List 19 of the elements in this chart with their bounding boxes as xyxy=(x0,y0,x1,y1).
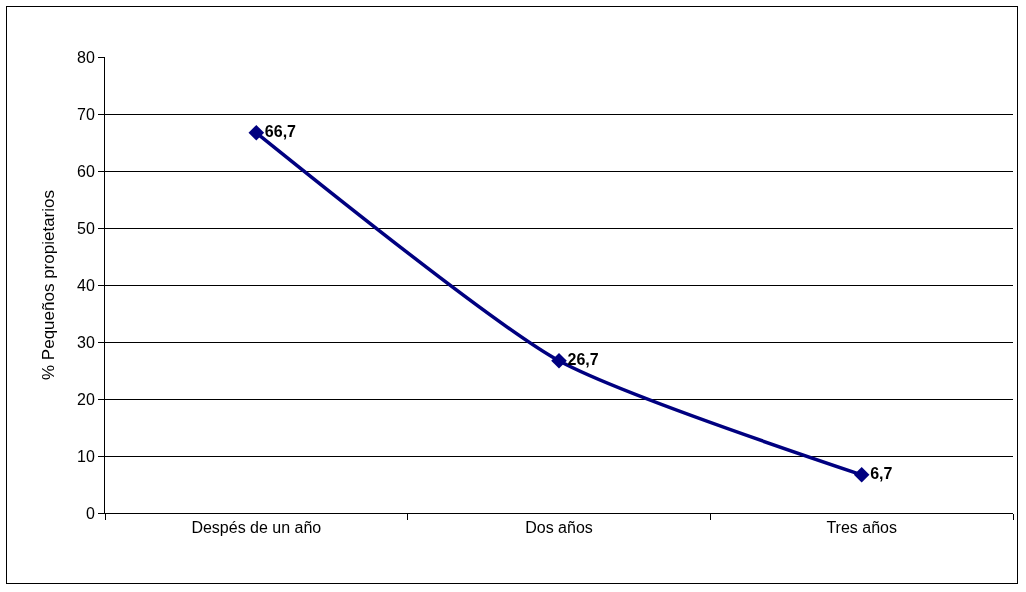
y-tick-label: 80 xyxy=(77,48,95,66)
y-tick-label: 10 xyxy=(77,447,95,465)
y-tick-label: 60 xyxy=(77,162,95,180)
y-tick-label: 70 xyxy=(77,105,95,123)
data-label: 26,7 xyxy=(567,350,599,368)
x-tick-label: Dos años xyxy=(525,519,593,537)
data-label: 6,7 xyxy=(870,464,893,482)
y-tick-label: 30 xyxy=(77,333,95,351)
x-tick-label: Tres años xyxy=(826,519,897,537)
point xyxy=(248,125,265,141)
y-tick-label: 0 xyxy=(85,504,95,522)
point xyxy=(853,467,870,483)
x-tick-label: Despés de un año xyxy=(191,519,322,537)
y-axis-title: % Pequeños propietarios xyxy=(38,190,58,380)
y-tick-label: 40 xyxy=(77,276,95,294)
data-label: 66,7 xyxy=(264,122,297,140)
y-tick-label: 50 xyxy=(77,219,95,237)
point xyxy=(551,353,567,369)
y-tick-label: 20 xyxy=(77,390,95,408)
